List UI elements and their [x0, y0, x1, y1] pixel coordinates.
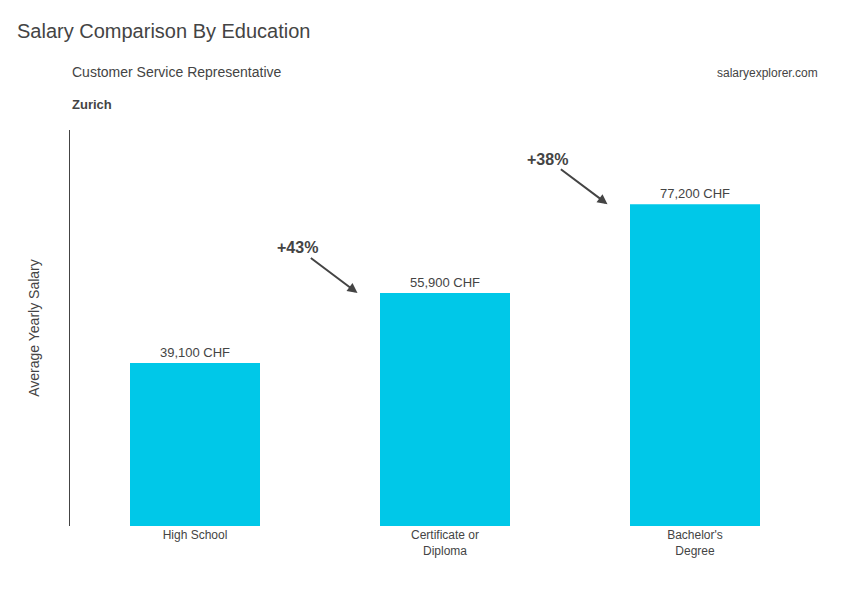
svg-text:39,100 CHF: 39,100 CHF — [160, 345, 230, 360]
svg-text:Customer Service Representativ: Customer Service Representative — [72, 64, 282, 80]
svg-text:+43%: +43% — [277, 239, 318, 256]
svg-text:77,200 CHF: 77,200 CHF — [660, 186, 730, 201]
svg-text:Bachelor'sDegree: Bachelor'sDegree — [667, 528, 723, 558]
svg-text:Certificate orDiploma: Certificate orDiploma — [411, 528, 479, 558]
svg-text:+38%: +38% — [527, 151, 568, 168]
svg-text:salaryexplorer.com: salaryexplorer.com — [717, 66, 818, 80]
svg-text:Zurich: Zurich — [72, 97, 112, 112]
svg-text:Salary Comparison By Education: Salary Comparison By Education — [17, 20, 310, 42]
svg-text:High School: High School — [163, 528, 228, 542]
svg-text:Average Yearly Salary: Average Yearly Salary — [26, 259, 42, 397]
svg-text:55,900 CHF: 55,900 CHF — [410, 275, 480, 290]
